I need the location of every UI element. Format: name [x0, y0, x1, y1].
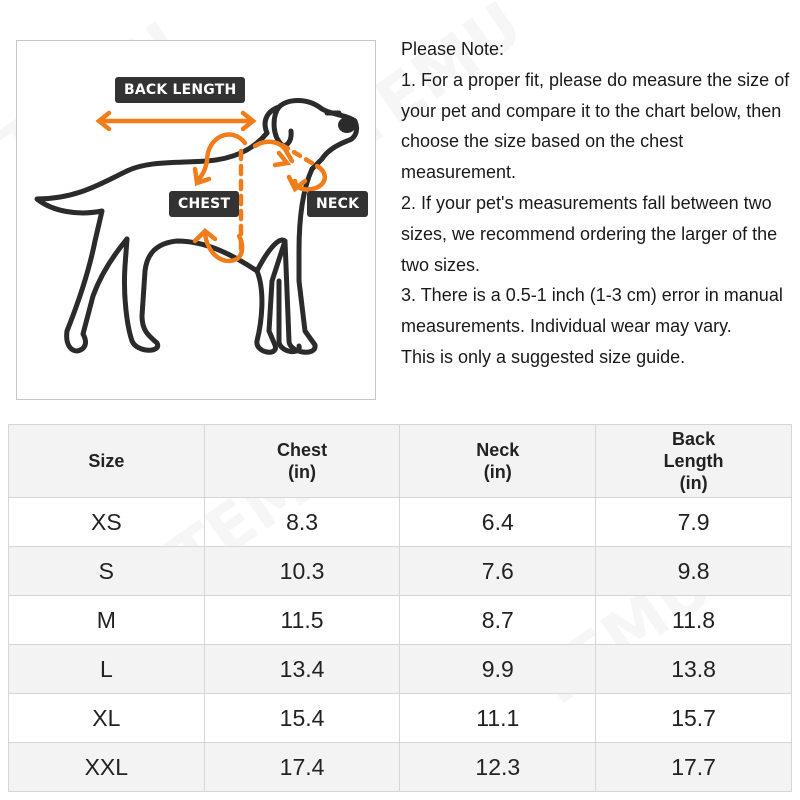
- cell-neck: 12.3: [399, 742, 597, 792]
- table-row: XL 15.4 11.1 15.7: [8, 693, 792, 743]
- cell-neck: 11.1: [399, 693, 597, 743]
- chest-label: CHEST: [169, 191, 240, 217]
- size-chart-table: Size Chest (in) Neck (in) Back Length (in) X…: [8, 424, 792, 792]
- cell-back-length: 13.8: [595, 644, 792, 694]
- header-chest: Chest (in): [203, 424, 401, 498]
- table-row: S 10.3 7.6 9.8: [8, 546, 792, 596]
- note-item: 3. There is a 0.5-1 inch (1-3 cm) error …: [401, 285, 783, 337]
- cell-chest: 15.4: [203, 693, 401, 743]
- cell-size: XXL: [8, 742, 205, 792]
- cell-size: L: [8, 644, 205, 694]
- cell-back-length: 15.7: [595, 693, 792, 743]
- cell-chest: 17.4: [203, 742, 401, 792]
- note-item: 1. For a proper fit, please do measure t…: [401, 69, 790, 183]
- cell-back-length: 11.8: [595, 595, 792, 645]
- size-note: Please Note: 1. For a proper fit, please…: [401, 34, 796, 373]
- note-heading: Please Note:: [401, 39, 505, 59]
- back-length-label: BACK LENGTH: [115, 77, 246, 103]
- cell-back-length: 9.8: [595, 546, 792, 596]
- cell-neck: 9.9: [399, 644, 597, 694]
- header-back-length: Back Length (in): [595, 424, 792, 498]
- note-item: 2. If your pet's measurements fall betwe…: [401, 192, 778, 275]
- cell-size: XL: [8, 693, 205, 743]
- cell-size: XS: [8, 497, 205, 547]
- cell-chest: 11.5: [203, 595, 401, 645]
- neck-label: NECK: [307, 191, 369, 217]
- cell-neck: 7.6: [399, 546, 597, 596]
- cell-chest: 13.4: [203, 644, 401, 694]
- table-header-row: Size Chest (in) Neck (in) Back Length (in): [8, 424, 792, 498]
- table-row: XS 8.3 6.4 7.9: [8, 497, 792, 547]
- cell-neck: 6.4: [399, 497, 597, 547]
- cell-neck: 8.7: [399, 595, 597, 645]
- note-footer: This is only a suggested size guide.: [401, 346, 686, 367]
- cell-chest: 10.3: [203, 546, 401, 596]
- table-row: XXL 17.4 12.3 17.7: [8, 742, 792, 792]
- cell-size: S: [8, 546, 205, 596]
- dog-measurement-diagram: BACK LENGTH CHEST NECK: [16, 40, 376, 400]
- cell-back-length: 7.9: [595, 497, 792, 547]
- cell-chest: 8.3: [203, 497, 401, 547]
- table-row: L 13.4 9.9 13.8: [8, 644, 792, 694]
- cell-back-length: 17.7: [595, 742, 792, 792]
- cell-size: M: [8, 595, 205, 645]
- header-neck: Neck (in): [399, 424, 597, 498]
- dog-outline-illustration: [34, 98, 360, 355]
- table-row: M 11.5 8.7 11.8: [8, 595, 792, 645]
- header-size: Size: [8, 424, 205, 498]
